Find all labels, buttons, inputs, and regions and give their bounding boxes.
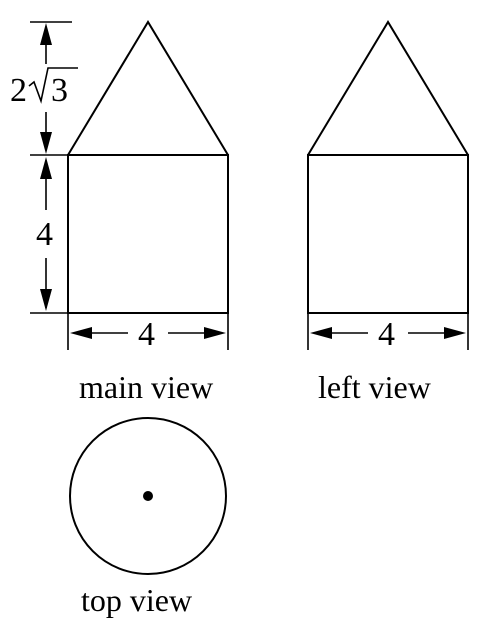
left-width-arrowhead-right (444, 327, 466, 339)
cone-height-coefficient: 2 (10, 72, 27, 109)
left-width-label: 4 (378, 316, 395, 353)
main-view-cylinder-outline (67, 154, 229, 314)
main-width-dimension: 4 (67, 313, 229, 353)
top-view-center-point (143, 491, 153, 501)
main-width-label: 4 (138, 316, 155, 353)
cone-height-arrowhead-down (40, 132, 52, 154)
left-view-cone-outline (307, 20, 469, 156)
left-view-cylinder-outline (307, 154, 469, 314)
top-view-caption: top view (81, 582, 192, 618)
cylinder-height-dimension: 4 (30, 157, 68, 314)
cylinder-height-arrowhead-down (40, 289, 52, 311)
left-view (307, 20, 469, 314)
top-view (69, 417, 227, 575)
cone-height-dimension: 2 3 (10, 21, 78, 156)
cone-height-arrowhead-up (40, 23, 52, 45)
left-view-caption: left view (318, 369, 431, 405)
cylinder-height-arrowhead-up (40, 157, 52, 179)
main-view-caption: main view (79, 369, 213, 405)
radical-sign-icon (28, 67, 78, 104)
main-width-arrowhead-left (70, 327, 92, 339)
cylinder-height-label: 4 (36, 216, 53, 253)
left-width-dimension: 4 (307, 313, 469, 353)
main-view (67, 20, 229, 314)
left-width-arrowhead-left (310, 327, 332, 339)
main-width-arrowhead-right (204, 327, 226, 339)
main-view-cone-outline (67, 20, 229, 156)
top-view-circle (69, 417, 227, 575)
cone-height-radicand: 3 (51, 72, 68, 109)
